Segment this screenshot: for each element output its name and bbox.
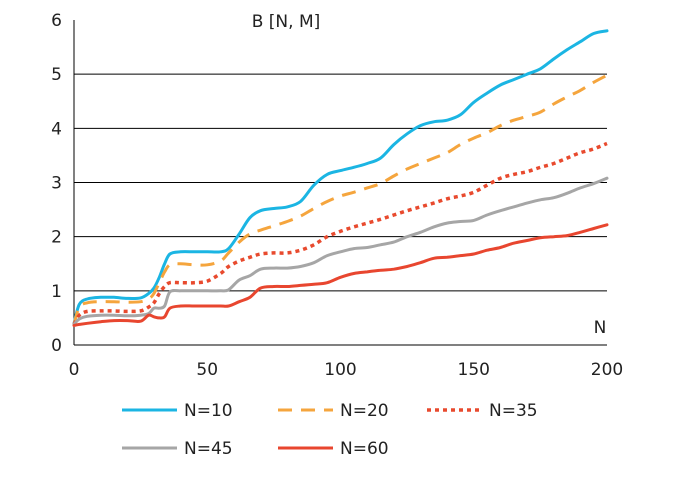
series-line-n-60 (72, 223, 609, 327)
y-tick-label: 5 (51, 65, 62, 85)
legend-item: N=35 (427, 401, 538, 421)
legend-item: N=20 (278, 401, 389, 421)
x-tick-label: 100 (324, 360, 356, 380)
series-line-n-45 (72, 176, 609, 326)
axes (73, 20, 607, 346)
y-tick-labels: 0 1 2 3 4 5 6 (51, 11, 62, 356)
x-tick-label: 200 (591, 360, 623, 380)
y-tick-label: 0 (51, 336, 62, 356)
series-line-n-35 (72, 141, 608, 326)
x-tick-labels: 0 50 100 150 200 (69, 360, 624, 380)
series-line-n-20 (72, 73, 608, 325)
legend: N=10 N=20 N=35 N=45 N=60 (122, 401, 538, 459)
y-tick-label: 4 (51, 119, 62, 139)
gridlines (74, 73, 607, 292)
y-tick-label: 6 (51, 11, 62, 31)
x-tick-label: 0 (69, 360, 80, 380)
series-lines (72, 29, 609, 327)
legend-label: N=10 (184, 401, 233, 421)
x-tick-label: 150 (458, 360, 490, 380)
legend-label: N=60 (340, 439, 389, 459)
y-tick-label: 1 (51, 282, 62, 302)
legend-label: N=35 (489, 401, 538, 421)
x-tick-label: 50 (196, 360, 218, 380)
y-tick-label: 2 (51, 228, 62, 248)
x-axis-label: N (594, 318, 607, 338)
legend-item: N=45 (122, 439, 233, 459)
legend-label: N=20 (340, 401, 389, 421)
legend-item: N=10 (122, 401, 233, 421)
chart-title: B [N, M] (252, 12, 321, 32)
legend-item: N=60 (278, 439, 389, 459)
legend-label: N=45 (184, 439, 233, 459)
series-line-n-10 (72, 29, 609, 325)
y-tick-label: 3 (51, 174, 62, 194)
